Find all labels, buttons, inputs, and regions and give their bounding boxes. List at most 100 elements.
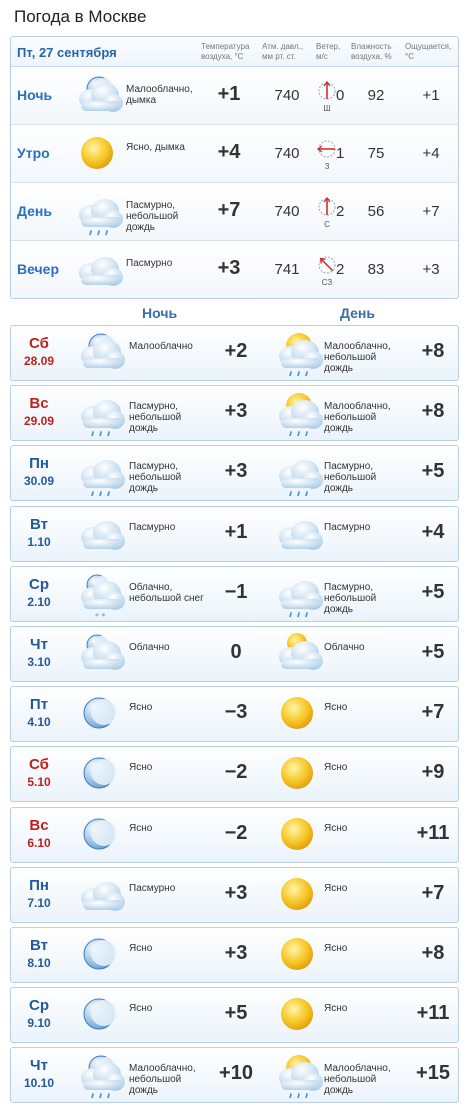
night-condition: Ясно: [129, 822, 153, 834]
forecast-row: Вт 8.10 Ясно +3 Ясно +8: [10, 927, 459, 983]
cloud-light-rain-icon: [71, 450, 127, 498]
feels-like: +3: [422, 261, 440, 278]
wind-direction-icon: З: [316, 137, 338, 171]
day-condition: Малооблачно, небольшой дождь: [324, 401, 391, 435]
pressure: 740: [274, 87, 300, 104]
moon-icon: [71, 992, 127, 1038]
night-cloud-snow-icon: * *: [71, 571, 127, 621]
night-temperature: −1: [224, 580, 248, 603]
period-label: День: [17, 203, 52, 219]
sun-cloud-rain-icon: [269, 1052, 325, 1100]
wind-speed: 1: [336, 145, 345, 162]
cloud-light-rain-icon: [269, 450, 325, 498]
night-condition: Облачно, небольшой снег: [129, 581, 204, 604]
day-condition: Ясно: [324, 882, 348, 894]
day-condition: Пасмурно, небольшой дождь: [324, 461, 377, 495]
day-of-week: Чт: [30, 636, 48, 653]
day-of-week: Пн: [29, 455, 49, 473]
wind-speed: 0: [336, 87, 345, 104]
sun-cloudy-icon: [269, 631, 325, 677]
night-condition: Пасмурно: [129, 521, 176, 533]
day-of-week: Вс: [29, 816, 49, 834]
forecast-row: Чт 10.10 Малооблачно, небольшой дождь +10 Ма…: [10, 1047, 459, 1104]
day-temperature: +7: [421, 881, 445, 904]
night-condition: Пасмурно, небольшой дождь: [129, 461, 182, 495]
night-temperature: +5: [224, 1002, 248, 1025]
wind-direction-icon: С: [316, 195, 338, 229]
day-of-week: Ср: [29, 997, 49, 1015]
sun-icon: [269, 992, 325, 1038]
sun-cloud-rain-icon: [269, 330, 325, 377]
cloud-icon: [71, 511, 127, 557]
column-day: День: [340, 305, 375, 321]
night-temperature: +3: [224, 881, 248, 904]
moon-icon: [71, 932, 127, 978]
humidity: 83: [367, 261, 385, 278]
night-condition: Малооблачно, небольшой дождь: [129, 1063, 196, 1097]
forecast-row: Ср 2.10 * * Облачно, небольшой снег −1 Пасмур…: [10, 565, 459, 622]
wind-direction-icon: Ш: [316, 79, 338, 113]
forecast-row: Сб 5.10 Ясно −2 Ясно +9: [10, 746, 459, 803]
day-of-week: Ср: [29, 575, 49, 593]
night-condition: Пасмурно, небольшой дождь: [129, 401, 182, 435]
period-label: Утро: [17, 145, 50, 161]
feels-like: +7: [422, 203, 440, 220]
sun-icon: [269, 872, 325, 918]
night-temperature: −3: [224, 701, 248, 724]
column-night: Ночь: [142, 305, 178, 321]
day-condition: Пасмурно, небольшой дождь: [324, 581, 377, 615]
day-date: 8.10: [27, 956, 51, 970]
sun-icon: [269, 751, 325, 797]
day-condition: Ясно: [324, 1003, 348, 1015]
today-panel: Пт, 27 сентября Температура воздуха, °С …: [10, 36, 459, 299]
sun-icon: [69, 131, 125, 177]
day-condition: Облачно: [324, 642, 365, 653]
day-condition: Ясно: [324, 943, 348, 954]
forecast-row: Пн 7.10 Пасмурно +3 Ясно +7: [10, 866, 459, 923]
day-of-week: Пн: [29, 876, 49, 894]
header-humidity: Влажность воздуха, %: [351, 42, 392, 61]
day-temperature: +5: [421, 641, 445, 663]
day-date: 3.10: [27, 655, 51, 669]
moon-icon: [71, 812, 127, 858]
page-title: Погода в Москве: [14, 7, 147, 26]
day-condition: Ясно: [324, 702, 348, 714]
night-condition: Ясно: [129, 762, 153, 774]
svg-text:С: С: [324, 220, 330, 229]
cloud-light-rain-icon: [71, 390, 127, 437]
temperature: +1: [217, 83, 241, 105]
header-feels: Ощущается, °С: [405, 42, 452, 61]
condition-text: Ясно, дымка: [126, 142, 185, 153]
day-date: 30.09: [23, 474, 55, 489]
period-label: Ночь: [17, 87, 53, 103]
condition-text: Пасмурно, небольшой дождь: [126, 200, 179, 233]
day-date: 10.10: [23, 1076, 55, 1091]
night-temperature: +3: [224, 460, 248, 483]
sun-cloud-rain-icon: [269, 390, 325, 437]
night-condition: Пасмурно: [129, 882, 176, 894]
day-temperature: +11: [416, 1002, 450, 1025]
temperature: +7: [217, 199, 241, 221]
day-of-week: Сб: [29, 756, 49, 774]
day-date: 7.10: [27, 895, 51, 910]
day-temperature: +5: [421, 460, 445, 483]
day-of-week: Вт: [30, 937, 48, 954]
humidity: 92: [367, 87, 385, 104]
night-condition: Ясно: [129, 1003, 153, 1015]
day-temperature: +9: [421, 761, 445, 784]
day-temperature: +11: [416, 821, 450, 844]
sun-icon: [269, 932, 325, 978]
wind-speed: 2: [336, 203, 345, 220]
temperature: +4: [217, 141, 241, 163]
day-temperature: +7: [421, 701, 445, 724]
cloud-icon: [71, 872, 127, 918]
day-condition: Ясно: [324, 822, 348, 834]
forecast-row: Вт 1.10 Пасмурно +1 Пасмурно +4: [10, 505, 459, 562]
today-date: Пт, 27 сентября: [17, 45, 117, 60]
header-temperature: Температура воздуха, °С: [201, 42, 250, 61]
humidity: 75: [367, 145, 385, 162]
night-partly-cloudy-icon: [69, 73, 125, 119]
day-temperature: +8: [421, 942, 445, 964]
svg-text:З: З: [325, 162, 330, 171]
night-temperature: +1: [224, 520, 248, 543]
